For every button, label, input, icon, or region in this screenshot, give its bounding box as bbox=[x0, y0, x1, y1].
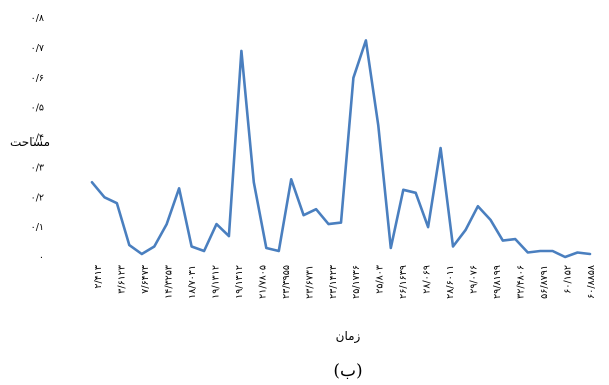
x-tick-label: ۲۱/۷۸۰۵ bbox=[257, 265, 268, 299]
x-tick-label: ۲۳/۶۷۳۱ bbox=[304, 265, 315, 299]
x-tick-label: ۲/۴۱۳ bbox=[93, 265, 104, 289]
figure-caption: (ب) bbox=[333, 361, 362, 381]
x-tick-label: ۷/۶۴۷۳ bbox=[140, 265, 151, 294]
x-tick-label: ۶۰/۸۸۵۸ bbox=[586, 265, 597, 299]
x-tick-label: ۲۵/۱۷۳۶ bbox=[351, 265, 362, 299]
y-tick-label: ۰/۴ bbox=[31, 133, 44, 144]
x-tick-label: ۳۲/۴۸۰۶ bbox=[516, 265, 527, 299]
x-axis-tick-labels: ۲/۴۱۳ ۳/۶۱۲۳ ۷/۶۴۷۳ ۱۴/۳۲۵۳ ۱۸/۷۰۳۱ ۱۹/۱۳۱۲ ۱۹… bbox=[93, 265, 597, 299]
y-tick-label: ۰/۱ bbox=[31, 222, 44, 233]
y-tick-label: ۰/۲ bbox=[31, 192, 44, 203]
x-tick-label: ۲۳/۱۴۲۳ bbox=[328, 265, 339, 299]
x-tick-label: ۲۹/۸۱۹۹ bbox=[492, 265, 503, 299]
y-axis-title: مساحت bbox=[10, 135, 50, 149]
x-tick-label: ۱۸/۷۰۳۱ bbox=[187, 265, 198, 299]
x-tick-label: ۱۹/۱۳۱۲ bbox=[210, 265, 221, 299]
x-tick-label: ۲۳/۳۹۵۵ bbox=[281, 265, 292, 299]
y-tick-label: ۰/۳ bbox=[31, 162, 44, 173]
x-tick-label: ۳/۶۱۲۳ bbox=[116, 265, 127, 294]
x-tick-label: ۱۹/۱۳۱۲ bbox=[234, 265, 245, 299]
x-tick-label: ۲۹/۰۷۶ bbox=[469, 265, 480, 294]
x-tick-label: ۵۶/۸۷۹۱ bbox=[539, 265, 550, 299]
y-tick-label: ۰ bbox=[39, 252, 44, 263]
x-axis-title: زمان bbox=[336, 329, 361, 344]
x-tick-label: ۱۴/۳۲۵۳ bbox=[163, 265, 174, 299]
y-tick-label: ۰/۶ bbox=[31, 73, 44, 84]
x-tick-label: ۲۸/۰۶۹ bbox=[422, 265, 433, 294]
x-tick-label: ۲۵/۸۰۳ bbox=[375, 265, 386, 294]
x-tick-label: ۲۶/۱۶۳۹ bbox=[398, 265, 409, 299]
y-tick-label: ۰/۵ bbox=[31, 103, 44, 114]
x-tick-label: ۶۰/۱۵۲ bbox=[563, 265, 574, 294]
y-axis-tick-labels: ۰ ۰/۱ ۰/۲ ۰/۳ ۰/۴ ۰/۵ ۰/۶ ۰/۷ ۰/۸ bbox=[31, 13, 44, 263]
y-tick-label: ۰/۸ bbox=[31, 13, 44, 24]
x-tick-label: ۲۸/۶۰۱۱ bbox=[445, 265, 456, 299]
series-line bbox=[90, 39, 592, 259]
y-tick-label: ۰/۷ bbox=[31, 43, 44, 54]
